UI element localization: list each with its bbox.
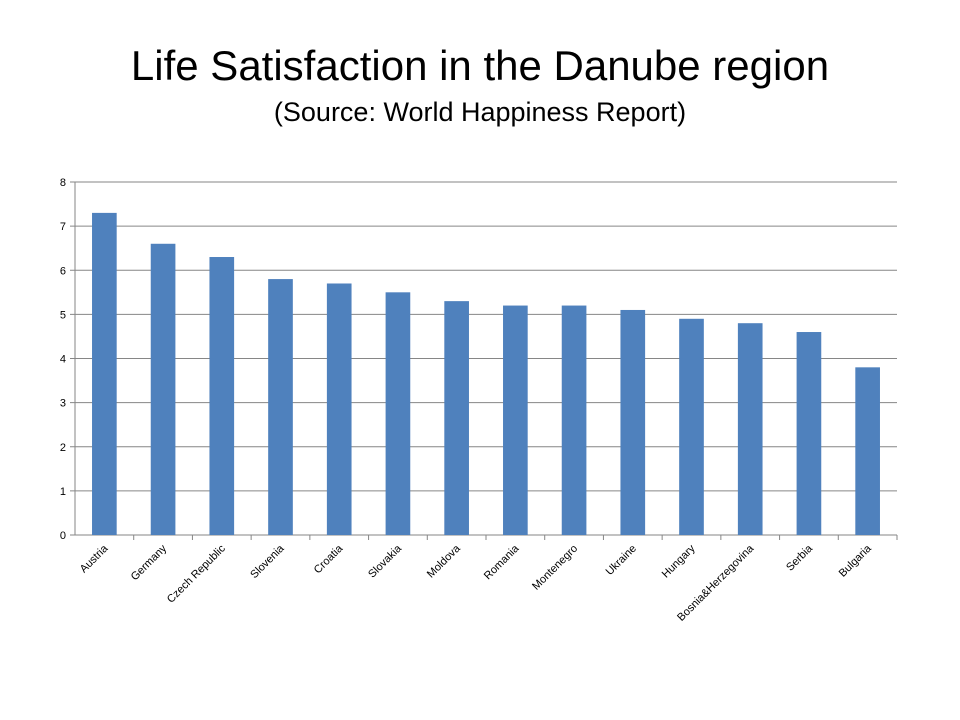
bar-moldova: [444, 301, 469, 535]
x-tick-label: Romania: [482, 542, 522, 582]
bar-hungary: [679, 318, 704, 535]
x-tick-label: Hungary: [660, 542, 698, 580]
bar-serbia: [796, 332, 822, 535]
x-tick-label: Croatia: [312, 542, 346, 576]
x-tick-label: Austria: [78, 542, 111, 575]
x-tick-label: Czech Republic: [165, 542, 228, 605]
bar-bulgaria: [855, 367, 880, 535]
x-tick-label: Moldova: [425, 542, 464, 581]
bar-croatia: [326, 283, 352, 535]
slide-title: Life Satisfaction in the Danube region: [130, 42, 830, 89]
bar-czech-republic: [209, 257, 235, 535]
bar-bosnia-herzegovina: [737, 323, 763, 535]
bar-romania: [503, 305, 528, 535]
slide-subtitle: (Source: World Happiness Report): [273, 97, 687, 127]
bar-slovenia: [268, 279, 293, 535]
y-tick-label: 1: [60, 486, 66, 498]
x-tick-label: Bulgaria: [837, 542, 875, 580]
x-tick-label: Serbia: [784, 542, 816, 574]
bar-austria: [92, 212, 117, 535]
y-tick-label: 8: [60, 177, 66, 189]
bar-ukraine: [620, 309, 646, 535]
bar-germany: [150, 243, 176, 535]
y-tick-label: 0: [60, 530, 66, 542]
bar-montenegro: [561, 305, 587, 535]
slide-title-block: Life Satisfaction in the Danube region (…: [0, 40, 960, 130]
y-tick-label: 4: [60, 354, 66, 366]
x-tick-label: Germany: [129, 542, 170, 583]
x-tick-label: Ukraine: [604, 543, 639, 578]
y-tick-label: 6: [60, 265, 66, 277]
x-tick-label: Montenegro: [530, 543, 580, 593]
y-tick-label: 7: [60, 221, 66, 233]
x-tick-label: Slovenia: [248, 542, 287, 581]
x-tick-label: Slovakia: [366, 542, 405, 581]
y-tick-label: 5: [60, 309, 66, 321]
bar-slovakia: [385, 292, 411, 535]
y-tick-label: 2: [60, 442, 66, 454]
y-tick-label: 3: [60, 398, 66, 410]
